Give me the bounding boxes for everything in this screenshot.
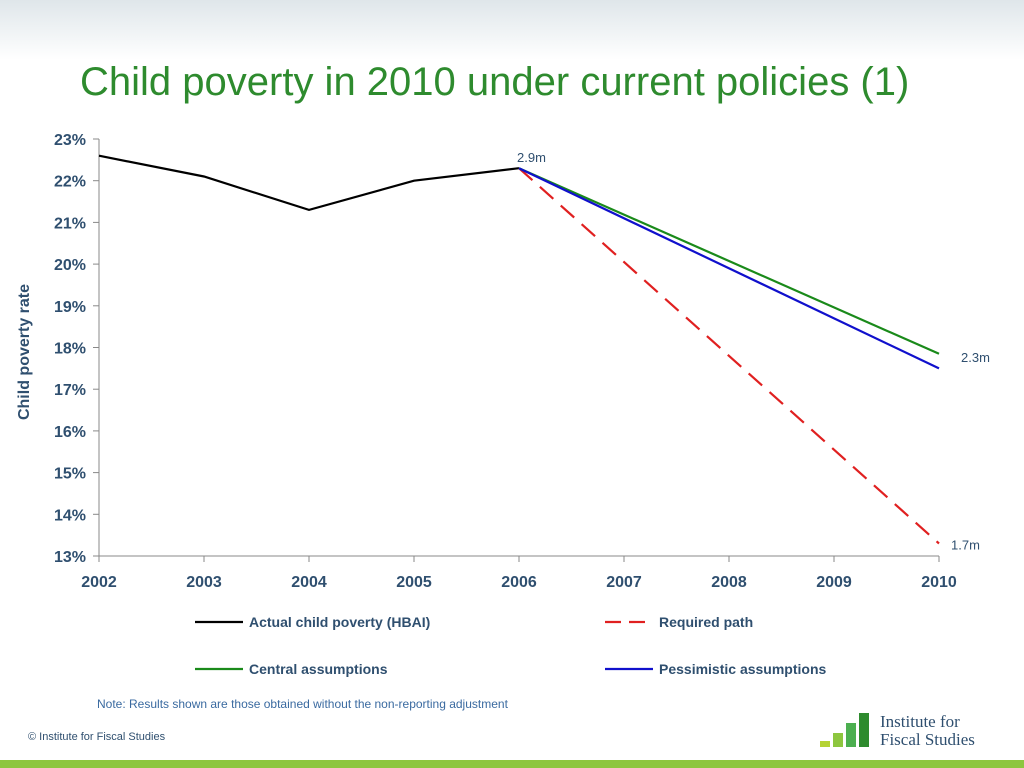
y-axis: 13% 14% 15% 16% 17% 18% 19% 20% 21% 22% 23% <box>54 132 100 566</box>
y-axis-label: Child poverty rate <box>16 284 33 420</box>
legend-label: Pessimistic assumptions <box>659 661 827 677</box>
logo-text: Institute for Fiscal Studies <box>880 713 975 749</box>
legend-label: Central assumptions <box>249 661 388 677</box>
ifs-logo: Institute for Fiscal Studies <box>820 697 1000 753</box>
logo-bar <box>846 723 856 747</box>
series-line-3 <box>518 167 940 355</box>
copyright-text: © Institute for Fiscal Studies <box>28 731 166 743</box>
legend-label: Required path <box>659 614 753 630</box>
y-tick-label: 22% <box>54 174 86 191</box>
legend-label: Actual child poverty (HBAI) <box>249 614 430 630</box>
y-tick-label: 13% <box>54 549 86 566</box>
data-label: 1.7m <box>951 537 980 552</box>
x-tick-label: 2004 <box>291 574 327 591</box>
logo-bar <box>833 733 843 747</box>
data-label: 2.3m <box>961 350 990 365</box>
x-tick-label: 2010 <box>921 574 957 591</box>
y-tick-label: 17% <box>54 382 86 399</box>
series-line-2 <box>518 167 940 545</box>
logo-bar <box>820 741 830 747</box>
series-line-1 <box>98 154 520 212</box>
y-tick-label: 21% <box>54 215 86 232</box>
x-tick-label: 2009 <box>816 574 852 591</box>
series-lines <box>98 154 940 545</box>
logo-line-2: Fiscal Studies <box>880 730 975 749</box>
y-tick-label: 15% <box>54 466 86 483</box>
logo-line-1: Institute for <box>880 712 960 731</box>
legend: Actual child poverty (HBAI) Required path… <box>195 614 827 677</box>
x-tick-label: 2005 <box>396 574 432 591</box>
logo-bar <box>859 713 869 747</box>
x-tick-label: 2008 <box>711 574 747 591</box>
x-tick-label: 2003 <box>186 574 222 591</box>
x-tick-label: 2006 <box>501 574 537 591</box>
series-line-4 <box>518 167 940 370</box>
line-chart: 13%14%15%16%17%18%19%20%21%22%23% 2002 20… <box>16 132 990 677</box>
slide-title: Child poverty in 2010 under current poli… <box>80 60 910 104</box>
data-label: 2.9m <box>517 150 546 165</box>
annotations: 2.9m 2.3m 1.7m <box>517 150 990 552</box>
x-tick-label: 2002 <box>81 574 117 591</box>
x-tick-label: 2007 <box>606 574 642 591</box>
y-tick-label: 23% <box>54 132 86 149</box>
y-tick-label: 19% <box>54 299 86 316</box>
y-tick-label: 18% <box>54 341 86 358</box>
bottom-accent-bar <box>0 760 1024 768</box>
footnote: Note: Results shown are those obtained w… <box>97 697 508 711</box>
y-tick-label: 20% <box>54 257 86 274</box>
x-axis: 2002 2003 2004 2005 2006 2007 2008 2009 2010 <box>81 555 957 591</box>
logo-bars-icon <box>820 707 876 747</box>
y-tick-label: 16% <box>54 424 86 441</box>
y-tick-label: 14% <box>54 507 86 524</box>
